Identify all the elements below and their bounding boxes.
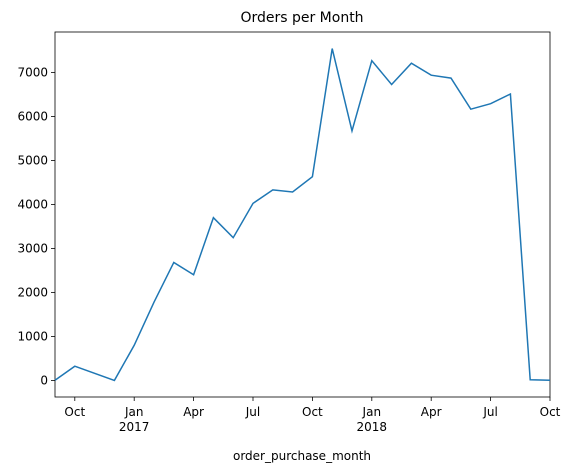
- y-tick-label: 1000: [17, 329, 48, 343]
- x-tick-label: Apr: [420, 405, 442, 419]
- y-tick-label: 2000: [17, 285, 48, 299]
- x-tick-label: Oct: [64, 405, 86, 419]
- x-tick-label: Apr: [183, 405, 204, 419]
- y-tick-label: 6000: [17, 110, 48, 124]
- y-tick-label: 0: [40, 373, 48, 387]
- x-tick-label: Jul: [483, 405, 498, 419]
- y-tick-label: 7000: [17, 66, 48, 80]
- x-tick-label: Jan 2018: [356, 405, 388, 434]
- x-tick-label: Oct: [539, 405, 561, 419]
- line: [54, 48, 551, 382]
- x-tick-label: Jan 2017: [118, 405, 150, 434]
- chart-title: Orders per Month: [240, 10, 363, 26]
- y-tick-label: 3000: [17, 241, 48, 255]
- x-axis-label: order_purchase_month: [233, 449, 371, 463]
- y-tick-label: 5000: [17, 154, 48, 168]
- y-tick-label: 4000: [17, 197, 48, 211]
- x-tick-label: Jul: [245, 405, 261, 419]
- x-tick-label: Oct: [302, 405, 323, 419]
- plot-frame: [54, 31, 551, 398]
